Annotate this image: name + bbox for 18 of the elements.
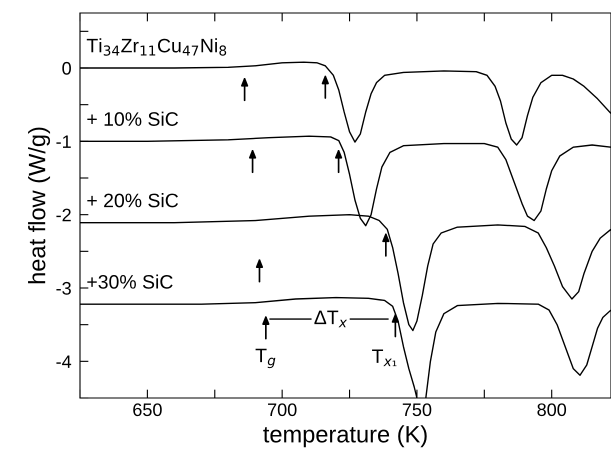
x-axis-title: temperature (K) (263, 425, 427, 448)
y-tick-label: -4 (56, 355, 72, 368)
x-tick-label: 750 (402, 403, 432, 416)
annotation: ΔT$_{x}$ (314, 310, 348, 328)
annotation: T$_{x₁}$ (372, 350, 396, 366)
y-tick-label: 0 (62, 62, 71, 75)
y-axis-title: heat flow (W/g) (28, 128, 50, 284)
series-label: +30% SiC (87, 274, 173, 289)
y-tick-label: -1 (56, 135, 71, 148)
x-tick-label: 650 (133, 403, 162, 416)
series-label: + 20% SiC (87, 193, 178, 208)
y-tick-label: -2 (56, 208, 71, 222)
annotation: T$_{g}$ (256, 348, 276, 368)
y-tick-label: -3 (56, 282, 71, 295)
series-label: + 10% SiC (87, 112, 178, 126)
x-tick-label: 700 (268, 403, 297, 416)
legend-label: Ti$_{34}$Zr$_{11}$Cu$_{47}$Ni$_{8}$ (86, 38, 226, 56)
x-tick-label: 800 (537, 403, 566, 416)
